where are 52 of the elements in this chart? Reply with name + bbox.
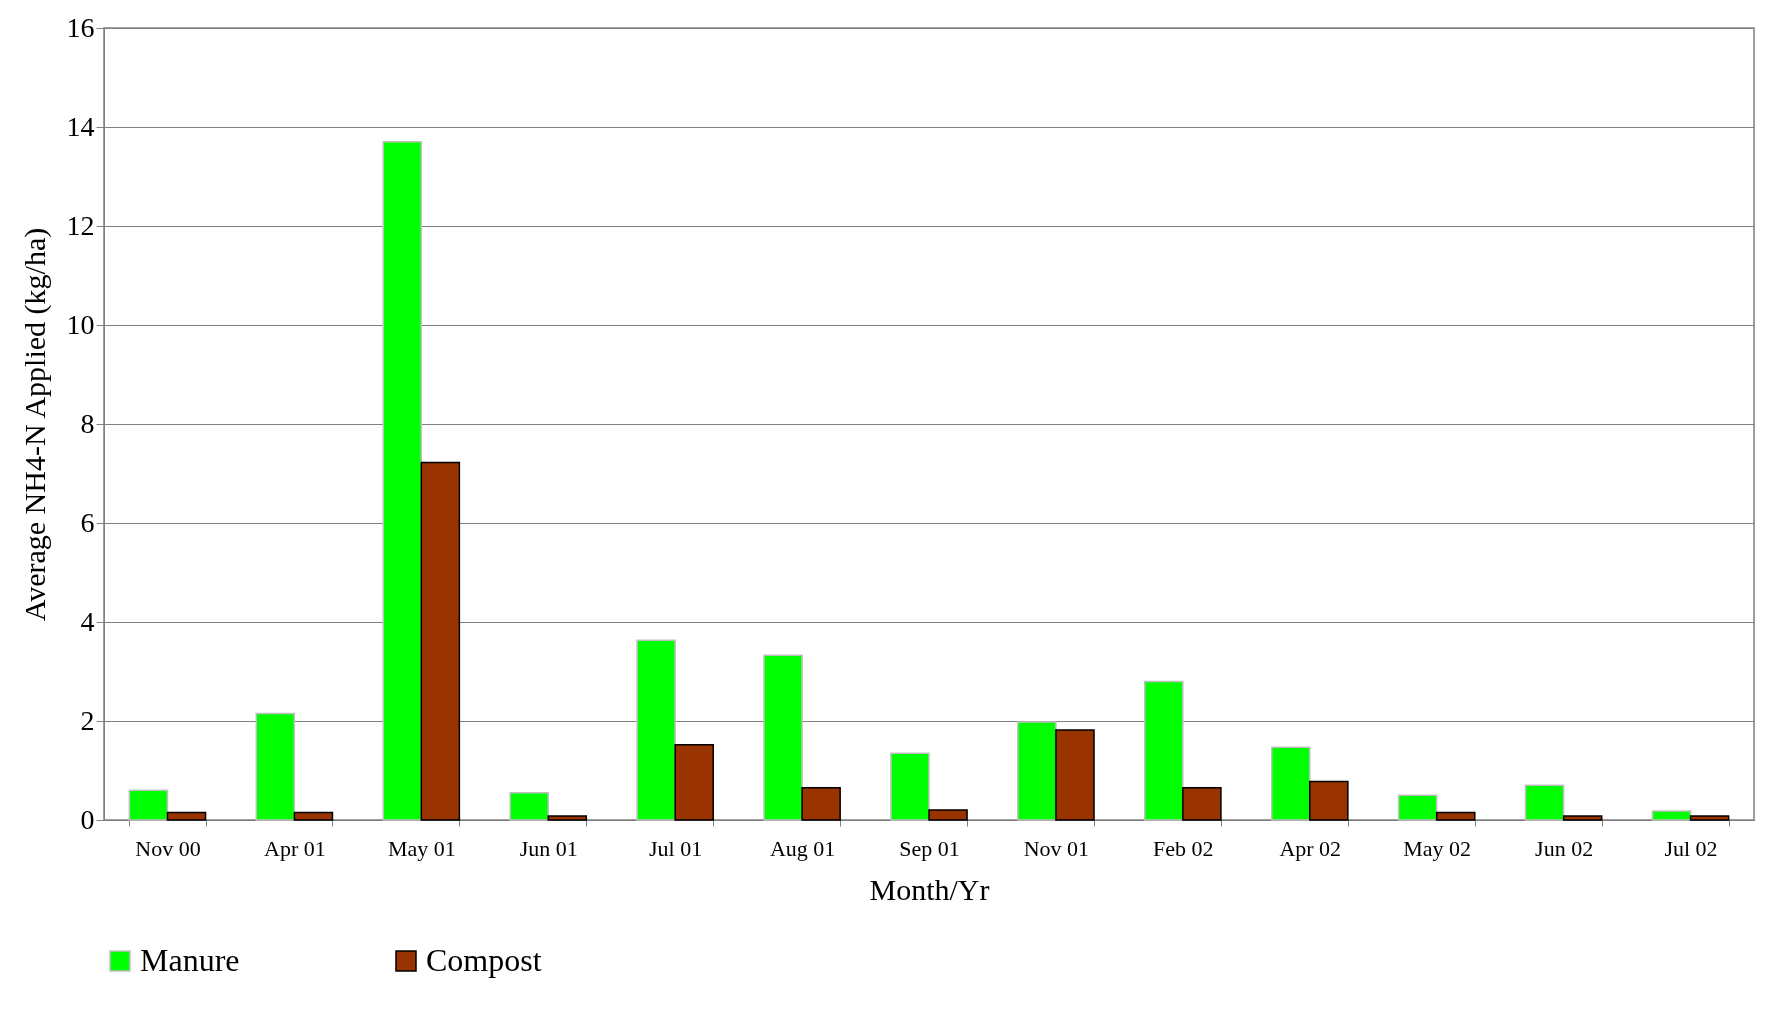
bar [547,815,588,821]
x-tick-label: Feb 02 [1153,835,1214,861]
bar [763,654,803,821]
x-tick-label: Jun 02 [1535,835,1594,861]
bar [166,811,207,821]
bar [1689,815,1730,821]
bar [420,461,461,821]
legend-label: Manure [140,942,240,978]
bar [636,639,676,821]
y-tick-label: 8 [80,407,95,439]
y-tick-label: 0 [80,803,95,835]
bar [382,141,423,821]
x-tick-label: May 01 [387,835,456,861]
y-tick-label: 6 [80,506,95,538]
y-tick-label: 10 [66,308,95,340]
bar [1562,815,1603,821]
bar [293,811,334,821]
bar [1397,794,1438,821]
y-tick-label: 12 [66,209,95,241]
x-tick-label: Aug 01 [769,835,836,861]
y-axis-title: Average NH4-N Applied (kg/ha) [17,227,52,622]
x-tick-label: Nov 00 [135,835,201,861]
bar [128,789,169,821]
x-tick-label: Nov 01 [1023,835,1090,861]
x-tick-label: Apr 01 [264,835,326,861]
x-tick-label: Sep 01 [899,835,960,861]
bar [1270,746,1311,821]
bar [674,744,714,821]
bar [255,712,296,821]
x-axis-title: Month/Yr [869,872,990,906]
legend-label: Compost [426,942,542,978]
bar [1309,780,1349,821]
x-tick-label: Jul 01 [649,835,703,861]
bar [1144,680,1184,821]
bar [801,787,841,821]
x-tick-label: May 02 [1403,835,1472,861]
bar [890,752,930,821]
y-tick-label: 16 [66,11,95,43]
bar [928,809,968,821]
x-tick-label: Jul 02 [1664,835,1718,861]
bar [1017,721,1057,821]
y-tick-label: 4 [80,605,95,637]
x-tick-label: Apr 02 [1279,835,1342,861]
bar [1524,784,1565,821]
x-tick-label: Jun 01 [519,835,578,861]
bar [1435,811,1476,821]
bar [509,792,549,821]
y-tick-label: 2 [80,704,95,736]
y-tick-label: 14 [66,110,95,142]
bar [1651,810,1692,821]
bar [1055,729,1095,821]
bar [1182,787,1222,821]
